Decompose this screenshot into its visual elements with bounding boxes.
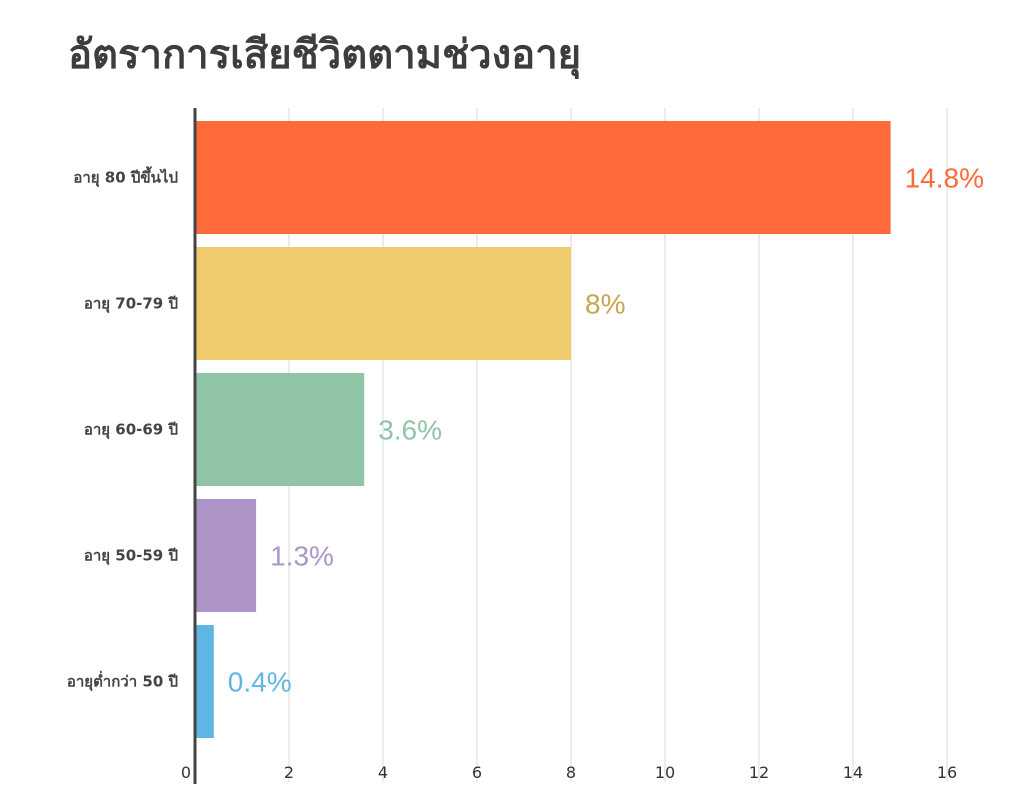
bar bbox=[195, 625, 214, 738]
category-label: อายุ 50-59 ปี bbox=[84, 547, 178, 566]
x-tick-label: 4 bbox=[378, 763, 388, 782]
x-tick-label: 12 bbox=[749, 763, 769, 782]
x-tick-label: 14 bbox=[843, 763, 863, 782]
bar bbox=[195, 247, 571, 360]
data-label: 0.4% bbox=[228, 667, 292, 698]
bar bbox=[195, 373, 365, 486]
category-label: อายุ 70-79 ปี bbox=[84, 295, 178, 314]
x-tick-labels: 0 2 4 6 8 10 12 14 16 bbox=[181, 763, 957, 782]
x-tick-label: 0 bbox=[181, 763, 191, 782]
x-tick-label: 8 bbox=[566, 763, 576, 782]
data-labels: 14.8% 8% 3.6% 1.3% 0.4% bbox=[228, 163, 984, 698]
bar bbox=[195, 499, 257, 612]
bars bbox=[195, 121, 891, 738]
chart-title: อัตราการเสียชีวิตตามช่วงอายุ bbox=[68, 32, 582, 78]
x-tick-label: 6 bbox=[472, 763, 482, 782]
x-tick-label: 2 bbox=[284, 763, 294, 782]
data-label: 1.3% bbox=[270, 541, 334, 572]
bar bbox=[195, 121, 891, 234]
data-label: 8% bbox=[585, 289, 625, 320]
data-label: 3.6% bbox=[378, 415, 442, 446]
x-tick-label: 16 bbox=[937, 763, 957, 782]
category-label: อายุ 80 ปีขึ้นไป bbox=[73, 166, 178, 188]
x-tick-label: 10 bbox=[655, 763, 675, 782]
category-label: อายุต่ำกว่า 50 ปี bbox=[67, 671, 178, 692]
data-label: 14.8% bbox=[905, 163, 984, 194]
category-label: อายุ 60-69 ปี bbox=[84, 421, 178, 440]
